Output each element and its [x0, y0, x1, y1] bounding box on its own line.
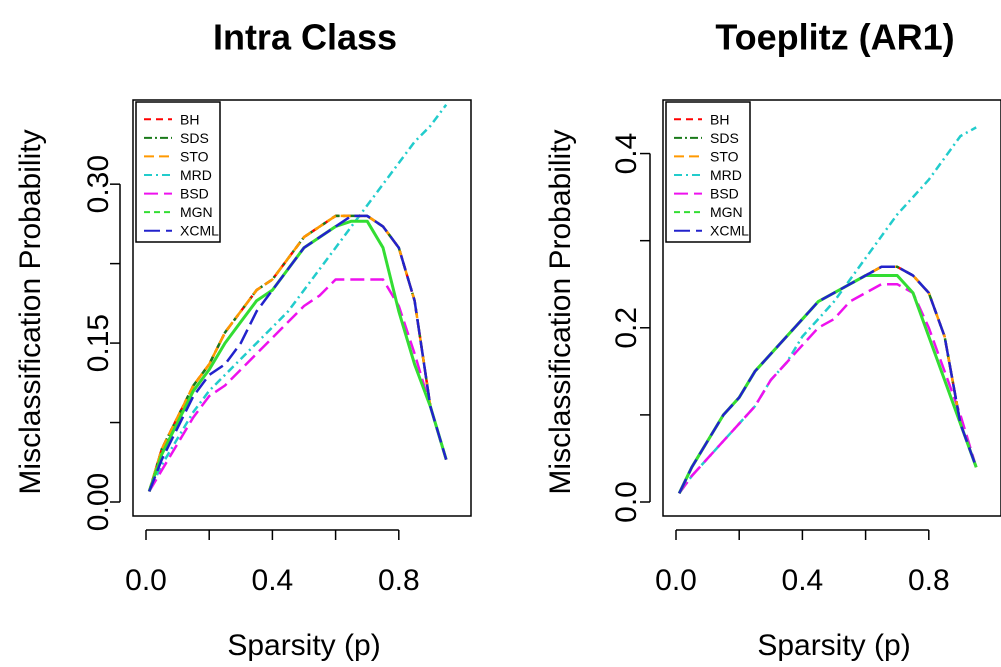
y-tick-label: 0.15 [82, 314, 115, 372]
y-tick-label: 0.30 [82, 155, 115, 213]
x-tick-label: 0.4 [252, 564, 294, 597]
x-axis-label: Sparsity (p) [227, 629, 380, 662]
chart-title: Intra Class [213, 17, 397, 58]
legend-label-mrd: MRD [180, 167, 212, 183]
legend-label-sds: SDS [710, 130, 739, 146]
legend-label-sds: SDS [180, 130, 209, 146]
x-tick-label: 0.0 [125, 564, 167, 597]
series-line-xcml [148, 214, 448, 492]
legend-box [665, 101, 751, 243]
x-tick-label: 0.8 [378, 564, 420, 597]
series-line-bsd [148, 278, 448, 493]
legend-label-sto: STO [710, 148, 739, 164]
legend: BH SDS STO MRD BSD MGN XCML [135, 101, 221, 243]
legend-label-bsd: BSD [710, 186, 739, 202]
legend-label-bh: BH [180, 111, 199, 127]
legend-box [135, 101, 221, 243]
legend-label-mgn: MGN [180, 204, 213, 220]
legend-label-bh: BH [710, 111, 729, 127]
legend-label-sto: STO [180, 148, 209, 164]
series-line-mrd [148, 103, 448, 492]
x-tick-label: 0.4 [782, 564, 824, 597]
y-tick-label: 0.00 [82, 473, 115, 531]
chart-title: Toeplitz (AR1) [715, 17, 954, 58]
legend: BH SDS STO MRD BSD MGN XCML [665, 101, 751, 243]
chart-panel-2: Toeplitz (AR1) 0.0 0.4 0.8 0.0 0.2 0.4 Sparsity… [544, 17, 1001, 662]
y-tick-label: 0.0 [610, 481, 643, 523]
plot-frame [662, 99, 1001, 517]
plot-frame [132, 99, 472, 517]
y-tick-label: 0.2 [610, 307, 643, 349]
x-tick-label: 0.8 [908, 564, 950, 597]
series-line-bsd [678, 282, 978, 495]
legend-label-xcml: XCML [710, 223, 749, 239]
legend-label-xcml: XCML [180, 223, 219, 239]
y-tick-label: 0.4 [610, 133, 643, 175]
legend-label-mrd: MRD [710, 167, 742, 183]
x-axis-label: Sparsity (p) [757, 629, 910, 662]
legend-label-bsd: BSD [180, 186, 209, 202]
y-axis-label: Misclassification Probability [544, 129, 577, 494]
series-line-xcml [678, 265, 978, 494]
series-line-mgn [147, 219, 448, 492]
legend-label-mgn: MGN [710, 204, 743, 220]
chart-panel-1: Intra Class 0.0 0.4 0.8 0.00 0.15 0.30 Sparsity… [14, 17, 472, 662]
y-axis-label: Misclassification Probability [14, 129, 47, 494]
x-tick-label: 0.0 [655, 564, 697, 597]
